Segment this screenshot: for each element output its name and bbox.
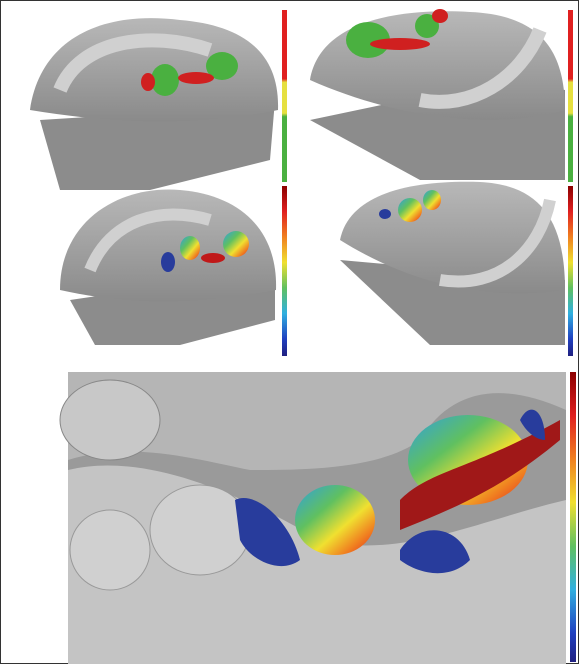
color-scale	[570, 372, 576, 662]
model-zoom	[59, 372, 566, 664]
model-middle-left	[60, 189, 277, 345]
color-scale	[568, 186, 573, 356]
model-middle-right	[340, 181, 565, 345]
color-scale	[282, 186, 287, 356]
model-top-right	[310, 9, 565, 180]
model-top-left	[30, 18, 279, 190]
color-scale	[282, 10, 287, 182]
color-scale	[568, 10, 573, 182]
